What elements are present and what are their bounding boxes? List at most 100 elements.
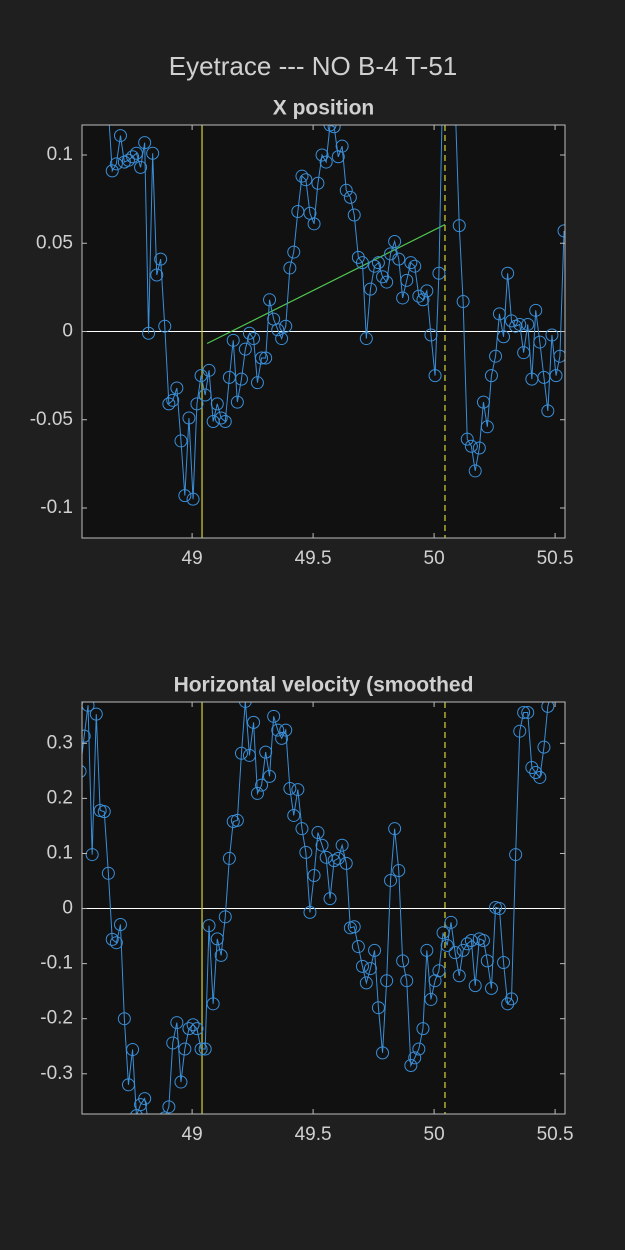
figure-title: Eyetrace --- NO B-4 T-51 [169, 51, 458, 81]
x-tick-label: 49.5 [295, 1124, 332, 1145]
y-tick-label: 0.1 [47, 842, 73, 863]
data-point [190, 397, 204, 411]
data-point [521, 705, 535, 719]
data-point [347, 920, 361, 934]
data-point [525, 761, 539, 775]
x-tick-label: 50 [424, 1124, 445, 1145]
data-point [505, 992, 519, 1006]
data-point [363, 962, 377, 976]
data-point [472, 441, 486, 455]
y-tick-label: -0.2 [40, 1008, 73, 1029]
data-point [388, 822, 402, 836]
data-point [351, 940, 365, 954]
data-point [359, 332, 373, 346]
data-point [557, 224, 565, 238]
data-point [400, 273, 414, 287]
data-point [226, 333, 240, 347]
data-point [202, 363, 216, 377]
data-point [295, 822, 309, 836]
data-point [412, 1042, 426, 1056]
data-point [214, 411, 228, 425]
x-tick-label: 49 [182, 1124, 203, 1145]
data-point [287, 808, 301, 822]
data-point [424, 328, 438, 342]
data-point [303, 905, 317, 919]
data-point [259, 745, 273, 759]
data-point [134, 160, 148, 174]
data-point [343, 190, 357, 204]
data-point [307, 217, 321, 231]
axes-background [82, 702, 565, 1114]
y-tick-label: 0.05 [36, 232, 73, 253]
data-point [517, 705, 531, 719]
data-point [121, 1078, 135, 1092]
data-point [335, 139, 349, 153]
data-point [468, 979, 482, 993]
data-point [230, 813, 244, 827]
data-point [234, 746, 248, 760]
data-point [174, 1075, 188, 1089]
data-point [238, 702, 252, 708]
data-point [126, 150, 140, 164]
data-point [275, 332, 289, 346]
axes-box [81, 701, 566, 1115]
data-point [533, 770, 547, 784]
data-point [388, 234, 402, 248]
data-point [392, 864, 406, 878]
data-point [480, 954, 494, 968]
data-point [121, 153, 135, 167]
data-point [489, 349, 503, 363]
data-point [492, 307, 506, 321]
data-point [368, 259, 382, 273]
data-point [384, 873, 398, 887]
x-tick-label: 50 [424, 548, 445, 569]
data-point [355, 959, 369, 973]
data-point [166, 393, 180, 407]
data-point [150, 268, 164, 282]
data-point [448, 946, 462, 960]
data-point [464, 439, 478, 453]
data-point [238, 342, 252, 356]
data-point [392, 252, 406, 266]
data-point [255, 778, 269, 792]
data-point [170, 1016, 184, 1030]
data-point [247, 715, 261, 729]
axes-title: Horizontal velocity (smoothed [174, 674, 474, 697]
data-point [158, 319, 172, 333]
data-point [347, 208, 361, 222]
data-point [456, 943, 470, 957]
data-point [416, 1022, 430, 1036]
data-point [234, 372, 248, 386]
data-point [178, 1042, 192, 1056]
plot-area [82, 125, 565, 538]
data-point [545, 328, 559, 342]
data-point [452, 969, 466, 983]
data-point [126, 1043, 140, 1057]
data-point [198, 1042, 212, 1056]
data-point [420, 943, 434, 957]
data-point [456, 294, 470, 308]
data-point [484, 981, 498, 995]
data-point [476, 395, 490, 409]
data-point [186, 492, 200, 506]
data-point [129, 146, 143, 160]
data-point [436, 926, 450, 940]
data-point [105, 164, 119, 178]
data-point [509, 848, 523, 862]
y-tick-label: 0 [62, 898, 73, 919]
data-point [250, 786, 264, 800]
data-point [279, 319, 293, 333]
data-point [529, 766, 543, 780]
data-point [368, 943, 382, 957]
data-point [210, 932, 224, 946]
data-point [307, 869, 321, 883]
fit-line [206, 224, 446, 345]
data-point [553, 349, 565, 363]
data-point [476, 933, 490, 947]
data-point [222, 851, 236, 865]
x-tick-label: 49 [182, 548, 203, 569]
data-point [263, 769, 277, 783]
data-point [315, 148, 329, 162]
data-point [501, 997, 515, 1011]
